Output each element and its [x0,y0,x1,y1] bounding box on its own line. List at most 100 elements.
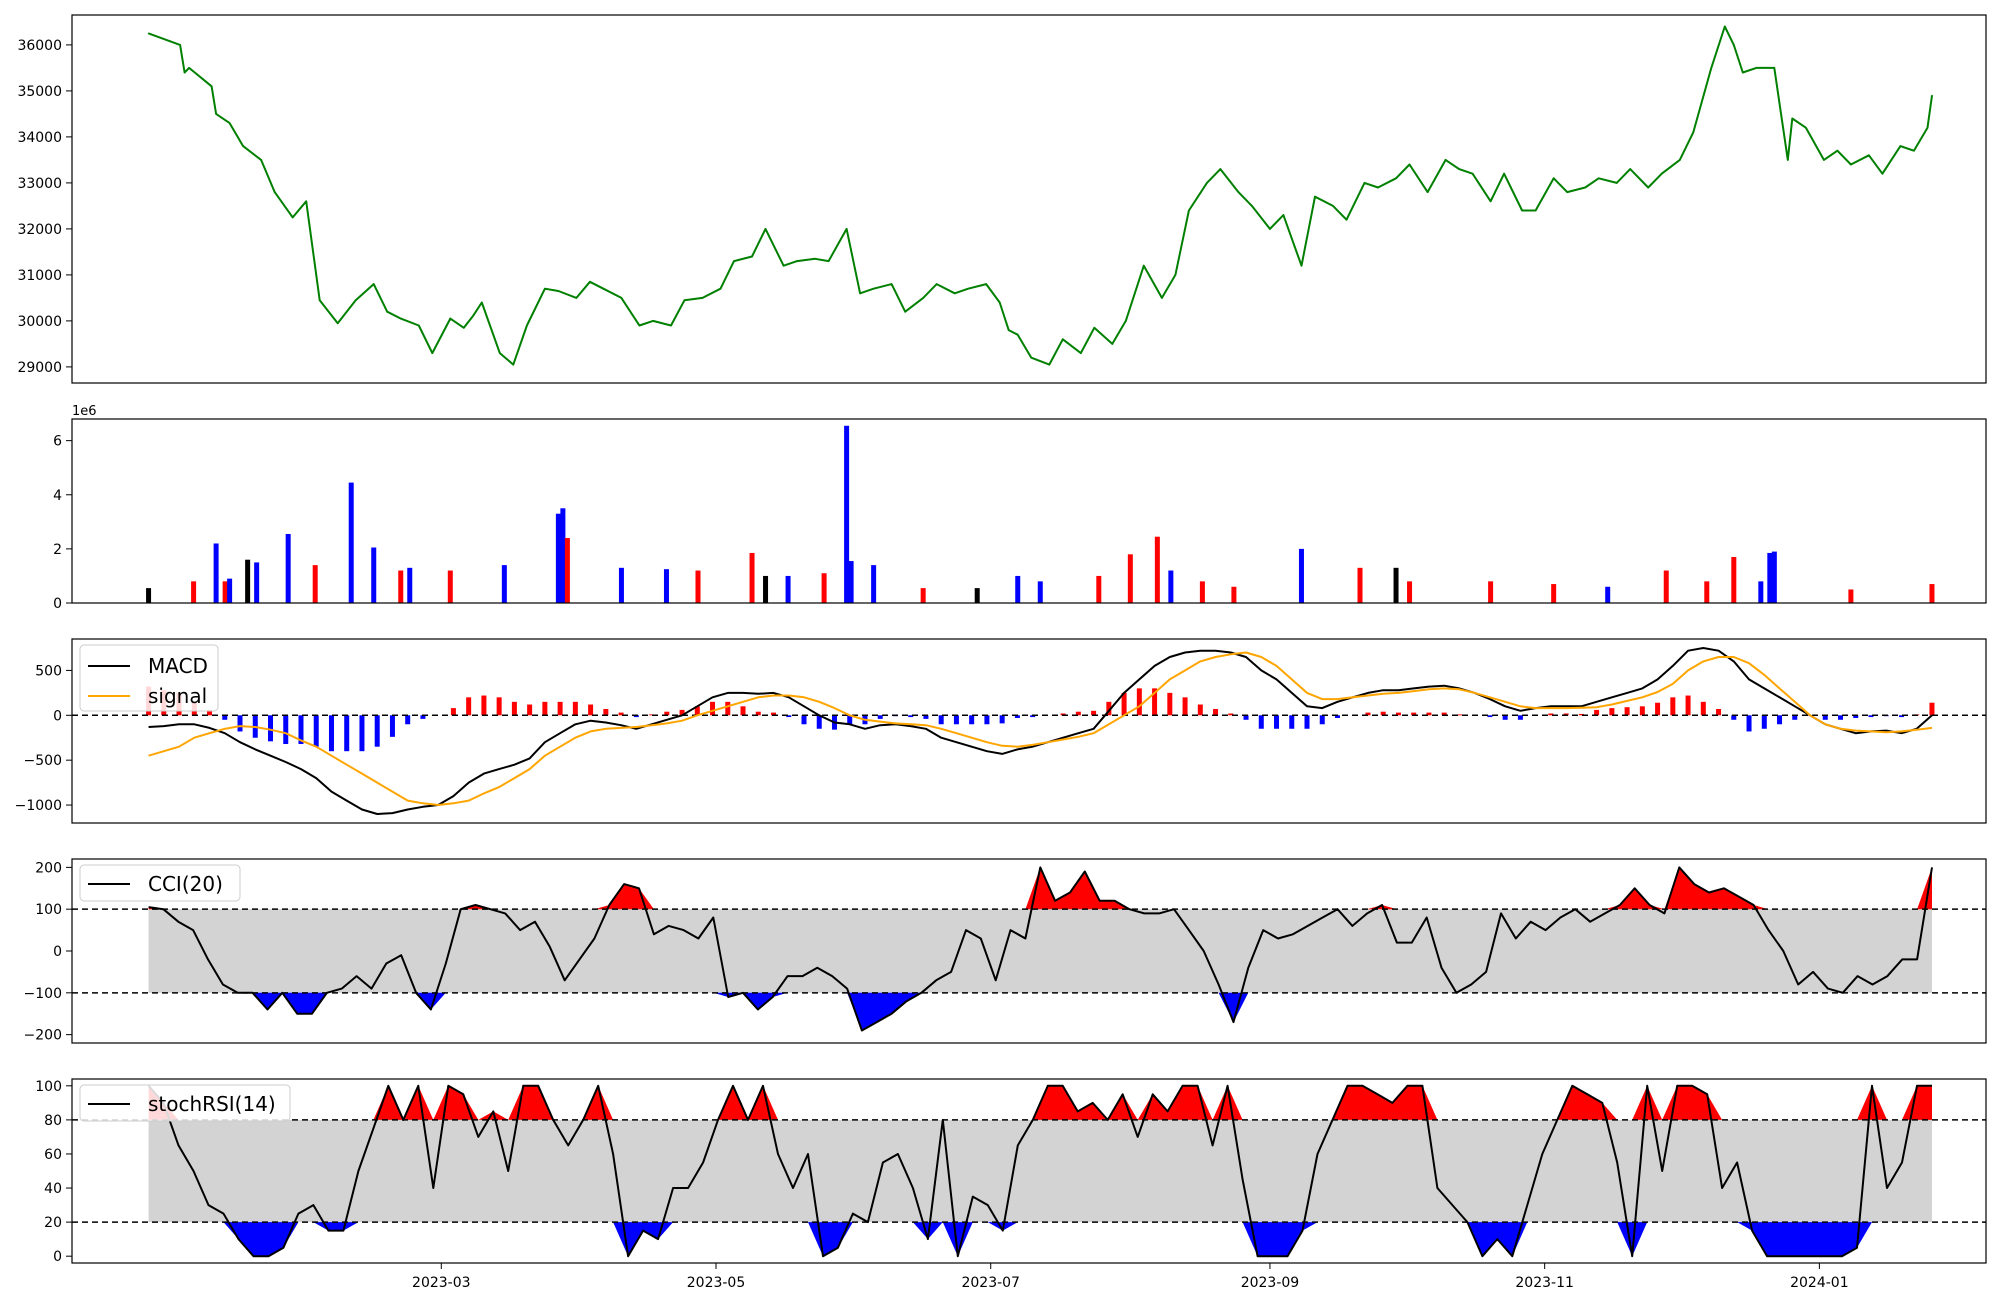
price-point [1377,186,1379,189]
stochrsi-y-tick-label: 100 [35,1079,62,1095]
stochrsi-legend-label: stochRSI(14) [148,1092,276,1116]
volume-bar [1168,570,1174,603]
price-point [179,44,181,46]
price-point [1552,177,1555,180]
volume-bar [312,565,318,603]
macd-histogram-bar [1670,697,1676,716]
price-y-axis: 29000 30000 31000 32000 33000 34000 35000 36000 [17,38,72,376]
price-point [1931,94,1933,97]
macd-histogram-bar [1746,715,1752,732]
macd-histogram-bar [1731,715,1737,720]
macd-histogram-bar [1289,715,1295,729]
price-point [1426,191,1429,193]
price-point [481,301,483,304]
stochrsi-neutral-band [148,1119,1932,1223]
stochrsi-legend: stochRSI(14) [79,1084,291,1122]
macd-plot-area [72,647,1986,815]
price-point [1823,159,1825,161]
price-point [1444,159,1447,161]
price-point [1534,209,1537,212]
macd-y-tick-label: 0 [53,708,62,724]
macd-histogram-bar [1792,715,1798,720]
macd-histogram-bar [603,709,609,716]
macd-histogram-bar [1777,715,1783,725]
price-point [1016,333,1019,336]
price-panel: 29000 30000 31000 32000 33000 34000 35000 36000 [17,14,1987,384]
price-point [1061,338,1064,341]
price-point [845,228,848,230]
macd-legend-label: MACD [148,654,208,678]
macd-histogram-bar [374,715,380,747]
macd-histogram-bar [999,715,1005,724]
price-point [1314,195,1316,198]
volume-bar [1199,581,1205,603]
macd-y-axis: −1000 −500 0 500 [15,663,72,814]
volume-bar [1551,584,1557,603]
macd-histogram-bar [1517,715,1523,720]
macd-histogram-bar [1716,709,1722,716]
volume-bar [407,567,413,603]
price-point [1660,172,1663,175]
price-point [1836,149,1839,152]
macd-histogram-bar [725,701,731,716]
x-tick-label: 2023-03 [412,1275,471,1291]
cci-y-tick-label: −200 [24,1028,62,1044]
macd-histogram-bar [1091,710,1097,716]
price-point [1125,320,1127,322]
macd-histogram-bar [1274,715,1280,729]
price-point [1787,159,1789,161]
price-point [1710,67,1713,69]
macd-histogram-bar [511,701,517,716]
price-point [1111,343,1114,345]
price-point [859,292,861,295]
macd-histogram-bar [207,709,213,716]
price-point [904,310,906,313]
macd-panel: −1000 −500 0 500 MACD signal [15,638,1987,824]
macd-histogram-bar [420,715,426,719]
price-point [1300,264,1303,267]
price-point [228,122,231,124]
cci-overbought-fill [148,867,1933,910]
volume-plot-area [146,425,1935,603]
price-point [399,317,402,320]
macd-y-tick-label: −500 [24,753,62,769]
macd-histogram-bar [710,701,716,716]
price-point [1363,182,1366,184]
price-point [1742,71,1744,74]
volume-bar [848,561,854,603]
price-point [1899,145,1902,147]
macd-histogram-bar [1014,715,1020,718]
price-point [872,287,875,290]
price-point [1219,168,1222,170]
price-point [1458,168,1460,170]
price-point [1791,117,1794,120]
price-point [1597,177,1600,180]
price-y-tick-label: 33000 [17,176,62,192]
volume-bar [447,570,453,603]
macd-histogram-bar [572,701,578,716]
price-point [602,287,605,290]
macd-histogram-bar [649,714,655,716]
volume-bar [560,508,566,603]
macd-histogram-bar [984,715,990,725]
macd-histogram-bar [953,715,959,725]
volume-bar [844,425,850,603]
macd-histogram-bar [1685,695,1691,716]
price-point [1143,264,1145,267]
macd-histogram-bar [1655,702,1661,716]
volume-bar [618,567,624,603]
cci-panel: −200 −100 0 100 200 CCI(20) [24,858,1987,1044]
signal-line [148,651,1933,806]
macd-histogram-bar [359,715,365,752]
x-tick-label: 2023-09 [1241,1275,1300,1291]
volume-bar [1357,567,1363,603]
price-point [273,191,276,193]
volume-bar [1704,581,1710,603]
stochrsi-plot-area [72,1084,1986,1258]
stochrsi-axes-frame [71,1078,1987,1264]
cci-neutral-band [148,909,1932,993]
price-point [1093,327,1096,329]
volume-y-axis: 0 2 4 6 [53,434,72,612]
price-point [796,260,798,262]
